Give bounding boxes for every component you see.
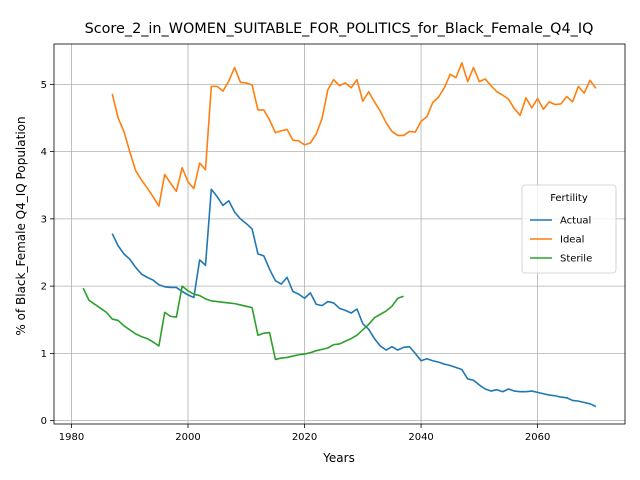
y-axis-label: % of Black_Female Q4_IQ Population [14, 116, 28, 335]
series-line-ideal [111, 62, 597, 207]
legend-box [521, 184, 617, 274]
legend-label-actual: Actual [560, 216, 591, 227]
series-line-actual [111, 188, 597, 408]
x-axis-label: Years [322, 451, 355, 465]
legend-label-ideal: Ideal [560, 235, 584, 246]
plot-frame [53, 43, 626, 425]
x-tick-label: 2020 [292, 432, 317, 443]
legend-label-sterile: Sterile [560, 254, 592, 265]
y-tick-label: 3 [41, 214, 47, 225]
series-layer [82, 62, 597, 408]
x-axis: 1980 2000 2020 2040 2060 [59, 424, 550, 443]
y-tick-label: 1 [41, 349, 47, 360]
chart-title: Score_2_in_WOMEN_SUITABLE_FOR_POLITICS_f… [85, 21, 594, 37]
y-tick-label: 2 [41, 282, 47, 293]
y-tick-label: 5 [41, 80, 47, 91]
legend-title: Fertility [550, 193, 588, 204]
legend: Fertility Actual Ideal Sterile [521, 184, 617, 274]
x-tick-label: 2060 [525, 432, 550, 443]
y-axis: 0 1 2 3 4 5 [41, 80, 54, 427]
y-tick-label: 4 [41, 147, 47, 158]
x-tick-label: 1980 [59, 432, 84, 443]
x-tick-label: 2000 [175, 432, 200, 443]
x-tick-label: 2040 [408, 432, 433, 443]
y-tick-label: 0 [41, 416, 47, 427]
series-line-sterile [82, 285, 404, 361]
